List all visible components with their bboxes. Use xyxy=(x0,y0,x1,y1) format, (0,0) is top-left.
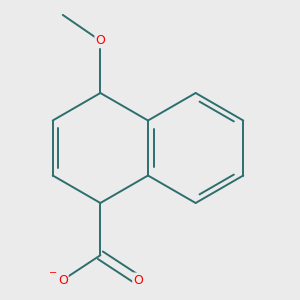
Text: O: O xyxy=(58,274,68,286)
Text: O: O xyxy=(133,274,143,286)
Text: O: O xyxy=(95,34,105,47)
Text: −: − xyxy=(49,268,57,278)
